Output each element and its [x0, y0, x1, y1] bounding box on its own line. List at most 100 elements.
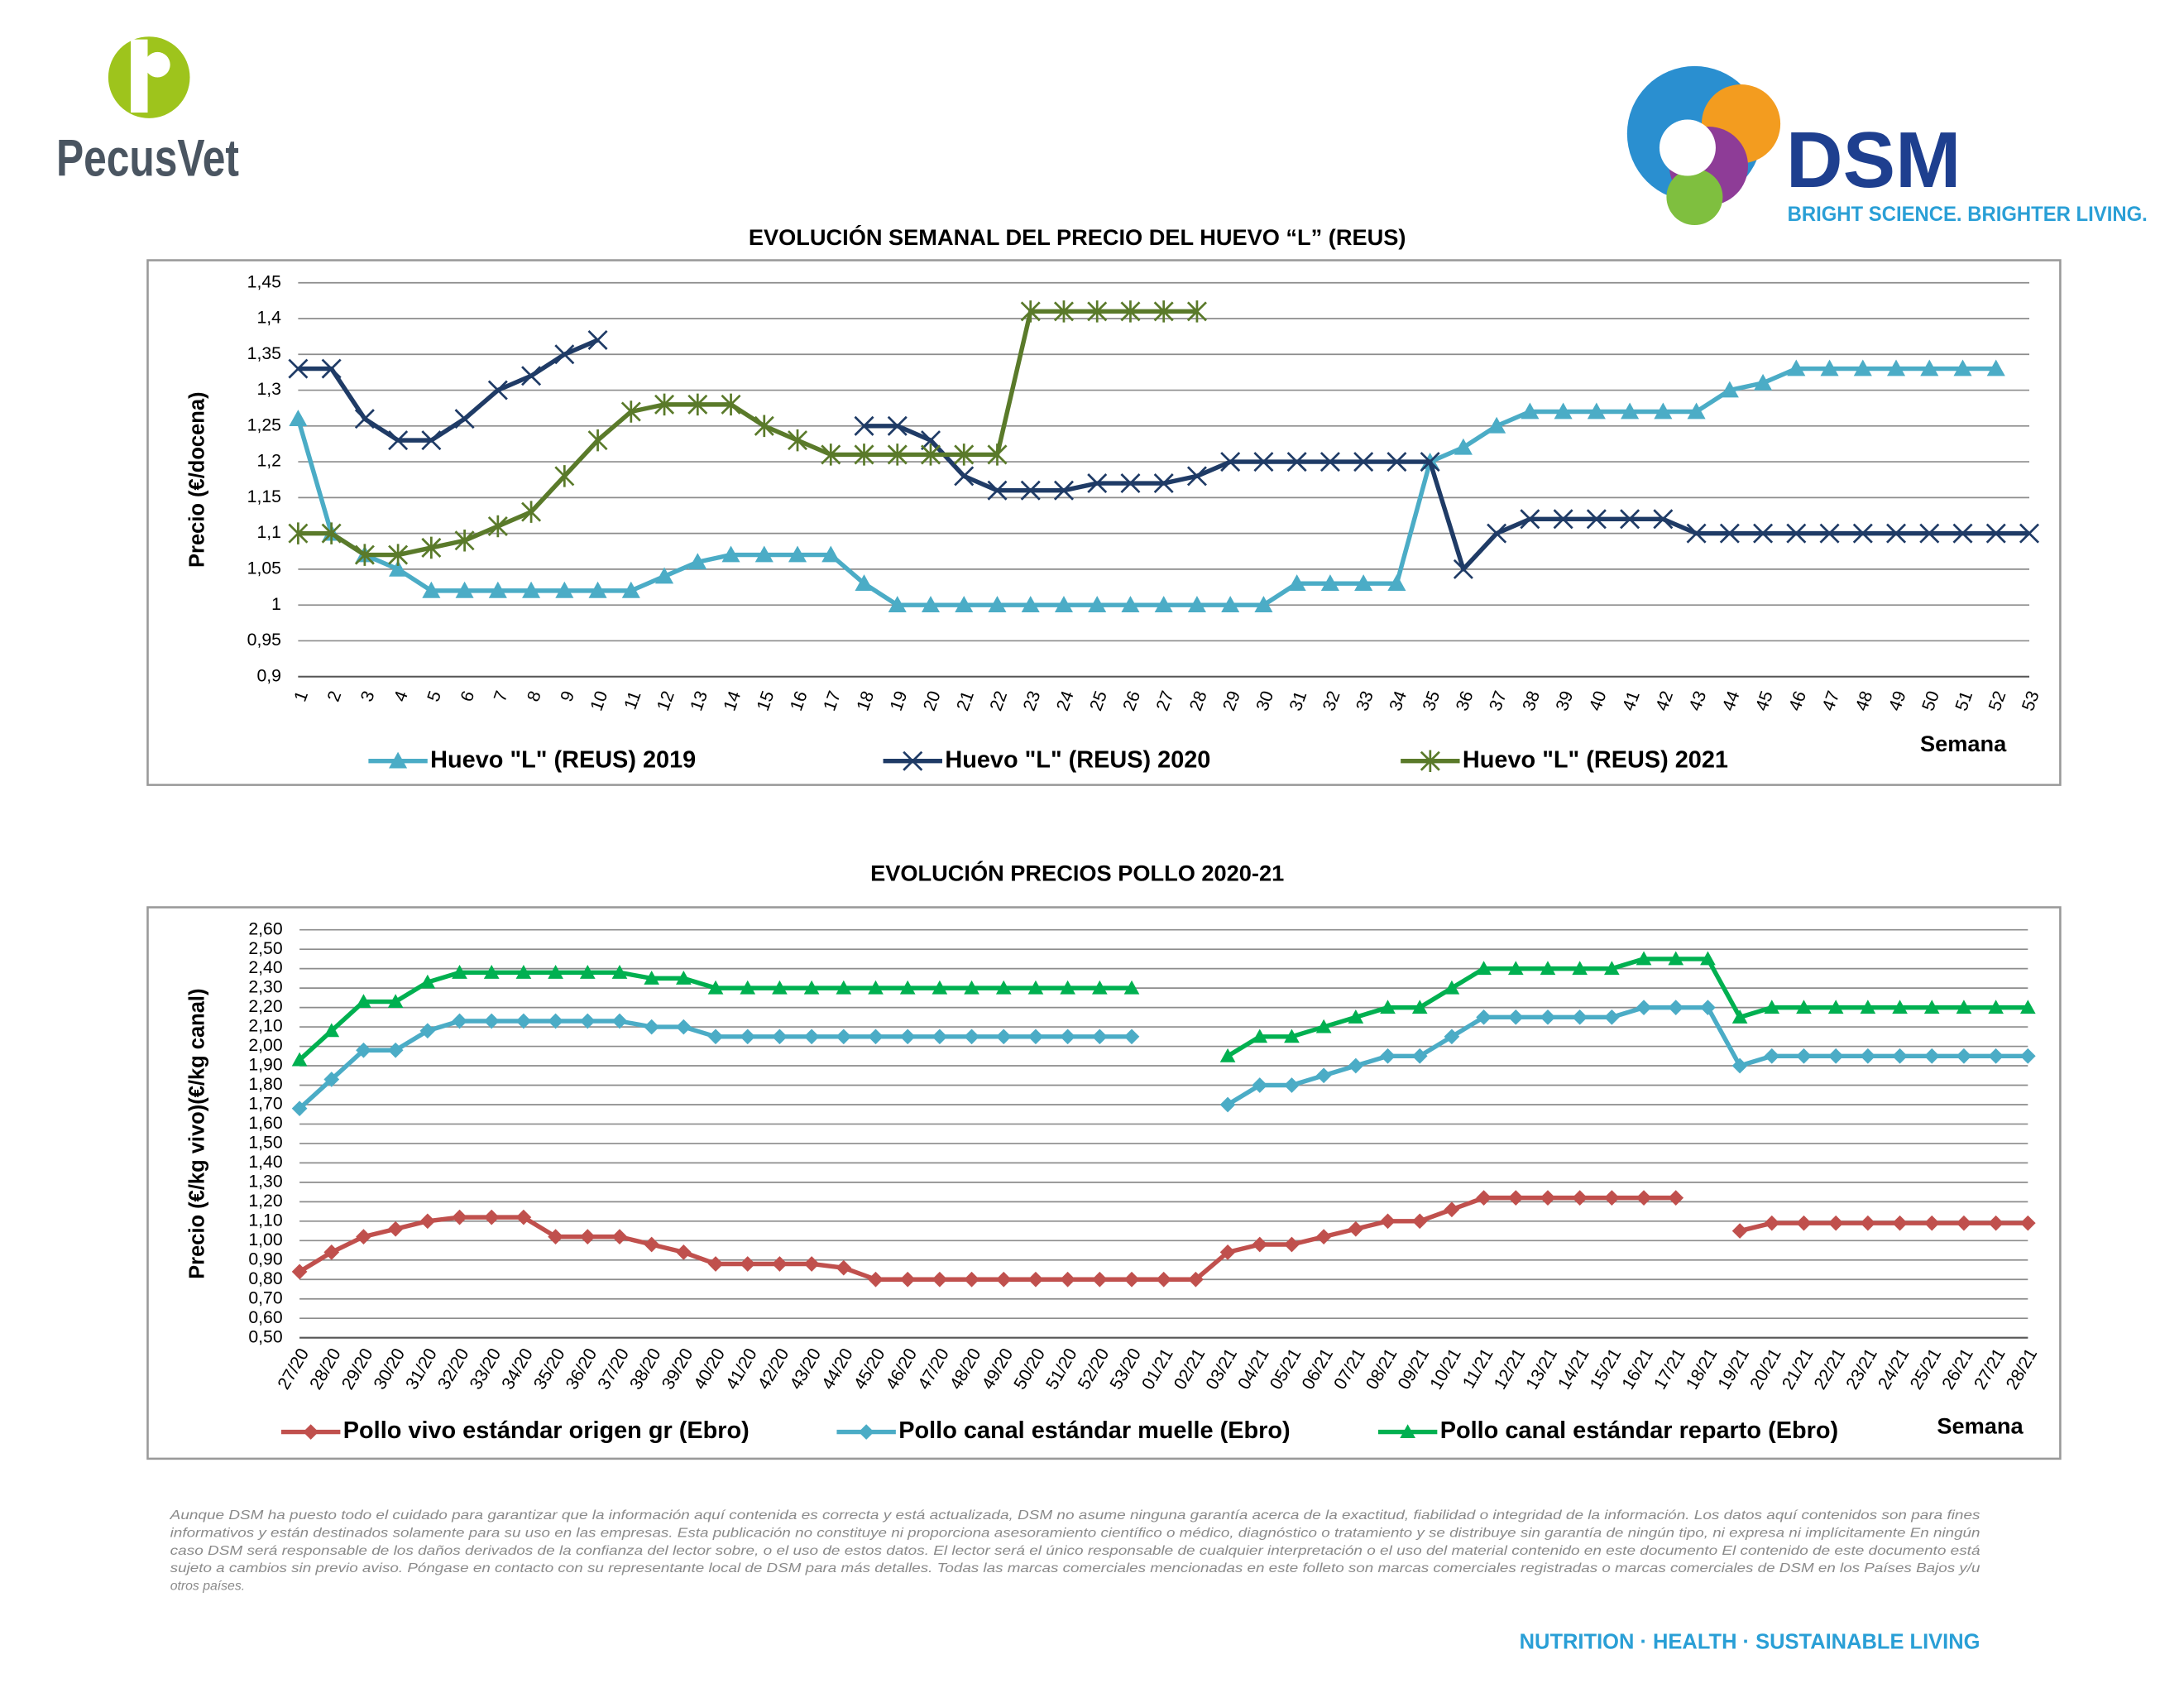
data-point [1956, 1000, 1972, 1014]
data-point [1668, 1000, 1684, 1015]
data-point [887, 415, 908, 436]
data-point [354, 544, 375, 566]
y-axis-label: Precio (€/docena) [185, 391, 208, 567]
data-point [921, 596, 941, 613]
data-point [788, 545, 807, 563]
data-point [688, 553, 707, 570]
data-point [1411, 1048, 1428, 1064]
data-point [1687, 402, 1706, 420]
data-point [1919, 523, 1940, 544]
y-tick-label: 2,50 [248, 938, 282, 958]
data-point [1586, 509, 1607, 530]
data-point [1253, 452, 1274, 472]
data-point [1886, 523, 1907, 544]
data-point [740, 1029, 756, 1045]
data-point [1153, 300, 1174, 323]
data-point [1123, 980, 1140, 995]
data-point [1507, 1009, 1524, 1025]
data-point [1923, 1000, 1940, 1014]
data-point [1796, 1048, 1812, 1064]
data-point [422, 581, 441, 598]
data-point [1668, 951, 1684, 966]
data-point [1020, 480, 1041, 501]
data-point [932, 980, 948, 995]
data-point [1754, 373, 1773, 391]
disclaimer: Aunque DSM ha puesto todo el cuidado par… [169, 1508, 1980, 1594]
data-point [1315, 1019, 1332, 1033]
data-point [772, 1029, 788, 1045]
data-point [454, 530, 475, 552]
data-point [1348, 1009, 1364, 1024]
data-point [1156, 1271, 1172, 1288]
data-point [1764, 1000, 1780, 1014]
data-point [740, 1256, 756, 1272]
data-point [687, 393, 708, 416]
data-point [836, 980, 852, 995]
data-point [1636, 951, 1652, 966]
data-point [1621, 402, 1640, 420]
data-point [1985, 523, 2006, 544]
data-point [1731, 1223, 1748, 1239]
data-point [1380, 1000, 1396, 1014]
data-point [888, 596, 907, 613]
data-point [421, 430, 442, 451]
data-point [554, 344, 575, 365]
data-point [1554, 402, 1573, 420]
data-point [1254, 596, 1273, 613]
data-point [1719, 523, 1740, 544]
data-point [1923, 1048, 1940, 1064]
data-point [1953, 359, 1972, 376]
data-point [987, 480, 1008, 501]
company-name: DSM [1786, 117, 1961, 204]
data-point [1444, 1201, 1460, 1218]
data-point [1986, 359, 2005, 376]
y-tick-label: 2,60 [248, 918, 282, 938]
data-point [1892, 1000, 1908, 1014]
data-point [964, 1029, 979, 1045]
data-point [483, 964, 500, 979]
data-point [288, 522, 309, 544]
data-point [2019, 523, 2040, 544]
data-point [1444, 1029, 1460, 1045]
legend-label: Pollo vivo estándar origen gr (Ebro) [343, 1417, 750, 1444]
data-point [1187, 596, 1206, 613]
data-point [1027, 980, 1044, 995]
data-point [1053, 300, 1074, 323]
data-point [836, 1029, 852, 1045]
data-point [611, 1229, 628, 1244]
data-point [1620, 509, 1640, 530]
y-tick-label: 1,90 [248, 1055, 282, 1075]
data-point [1060, 980, 1075, 995]
data-point [421, 536, 442, 559]
data-point [740, 980, 756, 995]
y-tick-label: 1,3 [256, 379, 281, 399]
data-point [389, 559, 408, 577]
data-point [1886, 359, 1906, 376]
data-point [1988, 1000, 2004, 1014]
y-tick-label: 1,05 [247, 559, 281, 578]
data-point [821, 444, 841, 466]
y-tick-label: 1,15 [247, 487, 281, 506]
data-point [455, 581, 474, 598]
data-point [1920, 359, 1939, 376]
data-point [1284, 1029, 1300, 1043]
data-point [1387, 574, 1406, 592]
data-point [1487, 523, 1507, 544]
data-point [754, 415, 774, 438]
data-point [1420, 452, 1440, 472]
data-point [1453, 559, 1473, 579]
data-point [1540, 1009, 1556, 1025]
data-point [887, 444, 908, 466]
series-line [295, 366, 1996, 607]
data-point [611, 964, 628, 979]
data-point [291, 1101, 308, 1117]
data-point [555, 581, 574, 598]
y-tick-label: 1,60 [248, 1113, 282, 1133]
data-point [1860, 1048, 1876, 1064]
data-point [2019, 1048, 2036, 1064]
data-point [1956, 1215, 1972, 1231]
data-point [548, 964, 563, 979]
legend-marker [1420, 750, 1440, 772]
data-point [1572, 961, 1588, 976]
